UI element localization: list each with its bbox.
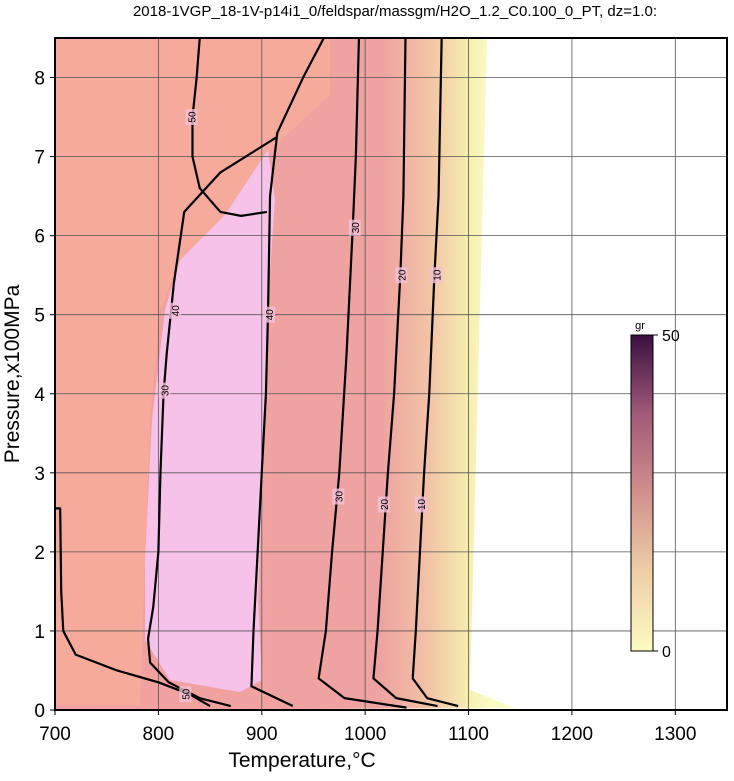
contour-label: 20 (380, 498, 391, 510)
contour-line (317, 37, 407, 709)
y-tick-label: 7 (34, 148, 45, 169)
y-tick-label: 3 (34, 464, 45, 485)
y-tick-label: 2 (34, 543, 45, 564)
contour-label: 30 (351, 222, 362, 234)
plot-frame (54, 37, 728, 711)
contour-label-bg (395, 267, 408, 284)
contour-label: 10 (417, 498, 428, 510)
y-tick-label: 0 (34, 701, 45, 722)
contour-label: 40 (171, 305, 182, 317)
y-tick-label: 6 (34, 227, 45, 248)
contour-label: 10 (432, 269, 443, 281)
contour-line (55, 507, 211, 708)
x-tick-label: 1100 (448, 724, 489, 745)
x-tick-label: 1000 (344, 724, 386, 745)
colorbar-tick-label: 50 (662, 328, 680, 345)
contour-line (191, 37, 268, 217)
contour-label-bg (332, 488, 345, 505)
contour-label-bg (348, 219, 361, 236)
x-tick-label: 900 (246, 724, 278, 745)
contour-label: 20 (397, 269, 408, 281)
x-tick-label: 800 (143, 724, 175, 745)
y-tick-label: 5 (34, 306, 45, 327)
contour-line (146, 551, 232, 708)
contour-label-bg (377, 496, 390, 513)
x-axis-label: Temperature,°C (228, 749, 375, 772)
contour-label: 30 (334, 491, 345, 503)
contour-label-bg (430, 267, 443, 284)
x-tick-label: 1300 (654, 724, 696, 745)
contour-label: 50 (181, 688, 192, 700)
contour-label: 50 (187, 111, 198, 123)
contour-label: 30 (161, 385, 172, 397)
contour-label-bg (158, 382, 171, 399)
contour-label-bg (179, 686, 192, 703)
contour-label-bg (185, 109, 198, 126)
y-tick-label: 4 (34, 385, 45, 406)
contour-label: 40 (265, 309, 276, 321)
colorbar (630, 334, 654, 652)
x-tick-label: 1200 (551, 724, 593, 745)
field-fill (145, 150, 275, 692)
y-tick-label: 8 (34, 69, 45, 90)
y-tick-label: 1 (34, 622, 45, 643)
colorbar-label: gr (635, 320, 645, 332)
contour-label-bg (263, 306, 276, 323)
contour-label-bg (168, 302, 181, 319)
contour-line (250, 37, 325, 708)
contour-label-bg (414, 496, 427, 513)
y-axis-label: Pressure,x100MPa (1, 284, 24, 463)
colorbar-tick-label: 0 (662, 644, 671, 661)
field-fill (55, 38, 330, 705)
chart-title: 2018-1VGP_18-1V-p14i1_0/feldspar/massgm/… (133, 3, 657, 20)
x-tick-label: 700 (39, 724, 71, 745)
